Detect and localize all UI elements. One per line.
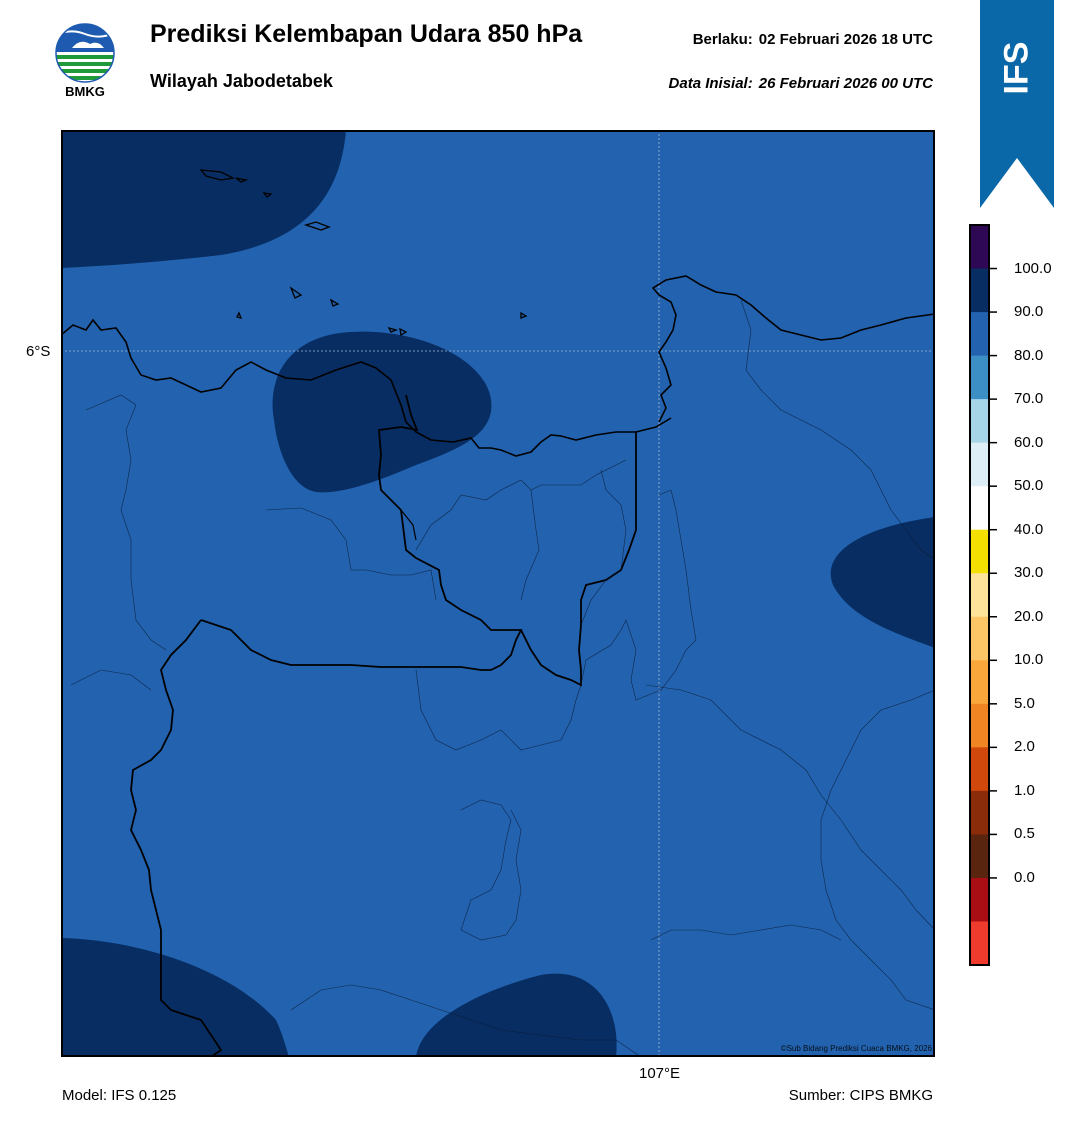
colorbar-segment <box>970 747 989 792</box>
humidity-patch-center <box>272 331 492 493</box>
latitude-label: 6°S <box>26 343 51 360</box>
valid-label: Berlaku: <box>692 31 753 48</box>
colorbar-tick-label: 100.0 <box>1014 259 1052 277</box>
map-base-field <box>61 130 935 1057</box>
regency-border-1 <box>400 509 417 541</box>
district-line-11 <box>650 924 842 941</box>
source-label: Sumber: CIPS BMKG <box>788 1087 933 1104</box>
init-time: Data Inisial: 26 Februari 2026 00 UTC <box>669 75 933 92</box>
district-line-12 <box>460 799 522 941</box>
colorbar-segment <box>970 573 989 618</box>
colorbar-segment <box>970 703 989 748</box>
copyright-text: ©Sub Bidang Prediksi Cuaca BMKG, 2026 <box>780 1044 932 1053</box>
longitude-label: 107°E <box>639 1065 681 1082</box>
page-title: Prediksi Kelembapan Udara 850 hPa <box>150 20 583 48</box>
colorbar-tick-label: 80.0 <box>1014 346 1044 364</box>
colorbar-tick-label: 5.0 <box>1014 694 1035 712</box>
colorbar-segment <box>970 790 989 835</box>
valid-value: 02 Februari 2026 18 UTC <box>758 31 933 48</box>
island-3 <box>262 192 273 198</box>
colorbar-segment <box>970 660 989 705</box>
district-line-8 <box>645 684 935 931</box>
humidity-map <box>61 130 935 1057</box>
district-line-3 <box>415 479 540 601</box>
init-label: Data Inisial: <box>668 75 753 92</box>
ifs-badge <box>980 0 1054 208</box>
district-line-6 <box>415 669 582 751</box>
colorbar-tick-label: 90.0 <box>1014 303 1044 321</box>
map-border <box>61 130 935 1057</box>
island-4 <box>303 221 331 231</box>
province-border-west <box>130 619 223 1057</box>
init-value: 26 Februari 2026 00 UTC <box>758 75 933 92</box>
colorbar-tick-label: 30.0 <box>1014 564 1044 582</box>
island-5 <box>289 286 303 299</box>
humidity-patch-east <box>830 517 935 648</box>
ifs-badge-shape <box>980 0 1054 208</box>
colorbar-segment <box>970 268 989 313</box>
coastline-west <box>61 318 672 457</box>
model-label: Model: IFS 0.125 <box>62 1087 177 1104</box>
colorbar-tick-label: 60.0 <box>1014 433 1044 451</box>
humidity-patch-south <box>416 973 617 1057</box>
colorbar-segment <box>970 529 989 574</box>
ifs-badge-text-wrap: IFS <box>980 0 1054 140</box>
colorbar <box>969 224 997 966</box>
colorbar-tick-label: 20.0 <box>1014 607 1044 625</box>
island-8 <box>399 327 408 337</box>
colorbar-tick-label: 0.0 <box>1014 868 1035 886</box>
coastline-bay <box>651 275 935 423</box>
island-6 <box>236 311 243 319</box>
bmkg-logo-icon <box>55 23 115 83</box>
colorbar-tick-label: 2.0 <box>1014 738 1035 756</box>
colorbar-segment <box>970 312 989 357</box>
ifs-badge-text: IFS <box>997 41 1036 95</box>
island-2 <box>235 177 249 183</box>
colorbar-tick-label: 50.0 <box>1014 477 1044 495</box>
logo-text: BMKG <box>65 84 105 99</box>
colorbar-segment <box>970 355 989 400</box>
humidity-patch-southwest <box>61 938 289 1057</box>
district-line-1 <box>85 394 167 651</box>
island-7 <box>387 326 399 333</box>
valid-time: Berlaku: 02 Februari 2026 18 UTC <box>693 31 933 48</box>
colorbar-border <box>969 224 990 966</box>
humidity-patch-northwest <box>61 130 346 268</box>
district-line-14 <box>70 669 152 691</box>
colorbar-segment <box>970 921 989 966</box>
district-line-4 <box>530 459 627 491</box>
colorbar-segment <box>970 834 989 879</box>
colorbar-tick-label: 40.0 <box>1014 520 1044 538</box>
island-1 <box>199 169 236 181</box>
district-line-10 <box>820 689 935 1011</box>
colorbar-tick-label: 70.0 <box>1014 390 1044 408</box>
colorbar-tick-label: 10.0 <box>1014 651 1044 669</box>
district-line-9 <box>740 299 935 561</box>
colorbar-segment <box>970 616 989 661</box>
colorbar-segment <box>970 877 989 922</box>
colorbar-tick-label: 0.5 <box>1014 825 1035 843</box>
island-10 <box>329 298 340 307</box>
colorbar-segment <box>970 399 989 444</box>
colorbar-tick-label: 1.0 <box>1014 781 1035 799</box>
district-line-5 <box>580 469 627 626</box>
district-line-2 <box>265 507 437 601</box>
province-border-east <box>520 432 637 687</box>
district-line-7 <box>580 489 697 701</box>
colorbar-segment <box>970 486 989 531</box>
colorbar-segment <box>970 225 989 270</box>
island-9 <box>520 311 528 319</box>
colorbar-segment <box>970 442 989 487</box>
region-subtitle: Wilayah Jabodetabek <box>150 71 333 91</box>
district-line-13 <box>290 984 642 1057</box>
